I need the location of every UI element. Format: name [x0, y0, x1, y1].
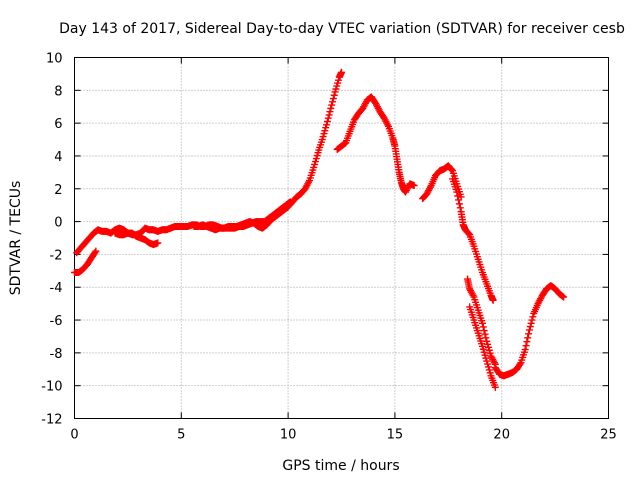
data-point — [338, 68, 345, 76]
y-tick-label: -2 — [50, 248, 63, 263]
data-point — [329, 98, 337, 106]
data-point — [526, 323, 534, 331]
data-point — [482, 334, 490, 342]
y-tick-label: 0 — [54, 216, 62, 231]
x-tick-label: 5 — [177, 428, 185, 443]
data-point — [453, 188, 461, 196]
series-4 — [190, 68, 345, 234]
data-point — [523, 338, 531, 346]
y-tick-label: 6 — [54, 117, 62, 132]
x-tick-label: 10 — [280, 428, 297, 443]
data-point — [456, 204, 464, 212]
data-point — [525, 330, 533, 338]
y-tick-label: 8 — [54, 84, 62, 99]
x-tick-label: 0 — [70, 428, 78, 443]
y-axis-label: SDTVAR / TECUs — [8, 181, 24, 296]
data-point — [489, 296, 497, 304]
x-tick-label: 25 — [600, 428, 617, 443]
x-tick-label: 15 — [387, 428, 404, 443]
data-point — [454, 192, 462, 200]
data-point — [529, 313, 537, 321]
data-point — [329, 95, 337, 103]
grid — [74, 57, 609, 419]
x-axis-label: GPS time / hours — [282, 458, 399, 474]
x-tick-label: 20 — [493, 428, 510, 443]
y-tick-label: -10 — [41, 380, 62, 395]
chart-title: Day 143 of 2017, Sidereal Day-to-day VTE… — [59, 21, 625, 37]
data-point — [528, 316, 536, 324]
y-tick-label: 10 — [46, 52, 63, 67]
data-marks — [71, 68, 568, 391]
series-3 — [111, 229, 162, 249]
axis-ticks: 0 5 10 15 20 25 -12 -10 -8 -6 -4 -2 0 2 4 6 8 10 — [41, 52, 617, 443]
data-point — [522, 342, 530, 350]
data-point — [448, 166, 456, 174]
series-1 — [71, 247, 100, 276]
data-point — [410, 181, 418, 189]
data-point — [521, 346, 529, 354]
series-5 — [333, 93, 418, 196]
data-point — [480, 327, 488, 335]
data-point — [154, 239, 162, 247]
data-point — [527, 319, 535, 327]
series-10 — [491, 282, 568, 380]
data-point — [524, 334, 532, 342]
data-point — [327, 104, 335, 112]
data-point — [481, 330, 489, 338]
y-tick-label: -8 — [50, 347, 63, 362]
data-point — [323, 117, 331, 125]
y-tick-label: 4 — [54, 150, 62, 165]
y-tick-label: -6 — [50, 314, 63, 329]
data-point — [516, 360, 524, 368]
data-point — [91, 248, 99, 256]
data-point — [326, 108, 334, 116]
data-point — [92, 247, 100, 255]
y-tick-label: -12 — [41, 413, 62, 428]
data-point — [455, 196, 463, 204]
series-9 — [466, 303, 499, 391]
data-point — [560, 293, 568, 301]
y-tick-label: 2 — [54, 183, 62, 198]
y-tick-label: -4 — [50, 281, 63, 296]
series-7 — [449, 175, 497, 304]
series-8 — [464, 275, 499, 368]
data-point — [479, 323, 487, 331]
data-point — [325, 111, 333, 119]
data-point — [328, 101, 336, 109]
plot-frame — [74, 57, 609, 419]
data-point — [330, 91, 338, 99]
data-point — [491, 383, 499, 391]
data-point — [478, 319, 486, 327]
data-point — [324, 114, 332, 122]
data-point — [525, 326, 533, 334]
data-point — [455, 200, 463, 208]
data-point — [323, 121, 331, 129]
